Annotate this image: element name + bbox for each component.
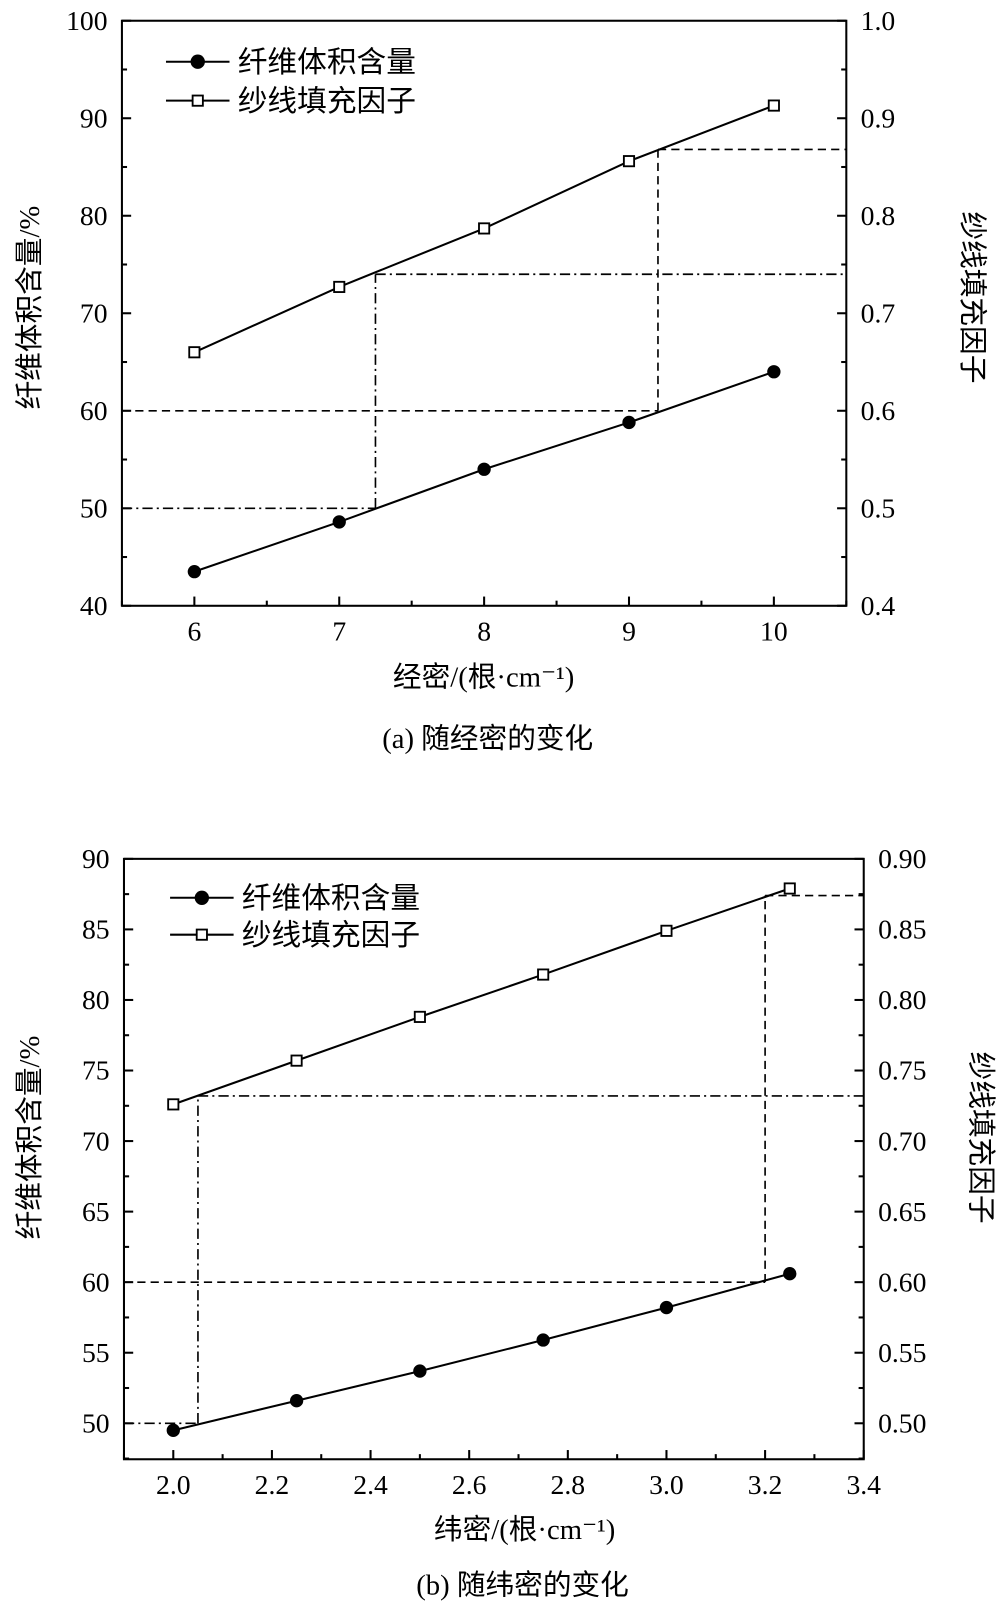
- data-point-yarn-fill-factor: [537, 968, 550, 981]
- chart-b-y2label: 纱线填充因子: [964, 1052, 996, 1224]
- y2-tick-label: 0.5: [861, 492, 896, 523]
- y2-tick-label: 0.75: [878, 1055, 926, 1086]
- x-tick-label: 2.6: [452, 1469, 487, 1500]
- x-tick-label: 2.0: [156, 1469, 191, 1500]
- data-point-yarn-fill-factor: [660, 924, 673, 937]
- y-tick-label: 80: [82, 984, 110, 1015]
- legend-marker-open-square: [191, 94, 204, 107]
- data-point-fiber-volume: [413, 1364, 427, 1378]
- data-point-yarn-fill-factor: [783, 882, 796, 895]
- chart-a-caption: (a) 随经密的变化: [382, 723, 593, 755]
- chart-b: 纬密/(根·cm⁻¹) (b) 随纬密的变化 纤维体积含量/% 纱线填充因子 纤…: [14, 843, 996, 1601]
- y-tick-label: 55: [82, 1337, 110, 1368]
- y-tick-label: 60: [80, 395, 108, 426]
- data-point-fiber-volume: [622, 415, 636, 430]
- data-point-fiber-volume: [536, 1333, 550, 1347]
- chart-b-xlabel: 纬密/(根·cm⁻¹): [434, 1514, 615, 1546]
- y2-tick-label: 0.9: [861, 102, 896, 133]
- y-tick-label: 100: [66, 5, 107, 36]
- y-tick-label: 85: [82, 914, 110, 945]
- data-point-yarn-fill-factor: [767, 99, 780, 112]
- y-tick-label: 40: [80, 590, 108, 621]
- x-tick-label: 3.2: [748, 1469, 783, 1500]
- y-tick-label: 50: [80, 492, 108, 523]
- chart-b-legend-yarn: 纱线填充因子: [242, 919, 420, 952]
- y2-tick-label: 0.50: [878, 1408, 926, 1439]
- y-tick-label: 70: [82, 1125, 110, 1156]
- legend-marker-open-square: [195, 928, 208, 941]
- y2-tick-label: 0.80: [878, 984, 926, 1015]
- chart-a-xlabel: 经密/(根·cm⁻¹): [393, 662, 574, 694]
- y2-tick-label: 0.4: [861, 590, 896, 621]
- data-point-fiber-volume: [166, 1423, 180, 1437]
- legend-marker-filled-circle: [190, 54, 205, 69]
- chart-a-legend-fiber: 纤维体积含量: [238, 46, 416, 79]
- y2-tick-label: 0.6: [861, 395, 896, 426]
- chart-a-ylabel: 纤维体积含量/%: [14, 206, 46, 410]
- x-tick-label: 2.8: [551, 1469, 586, 1500]
- x-tick-label: 2.2: [255, 1469, 290, 1500]
- data-point-yarn-fill-factor: [290, 1054, 303, 1067]
- series-line-fiber-volume: [173, 1272, 791, 1432]
- data-point-yarn-fill-factor: [167, 1098, 180, 1111]
- data-point-yarn-fill-factor: [333, 280, 346, 293]
- x-tick-label: 8: [477, 616, 491, 647]
- x-tick-label: 10: [760, 616, 788, 647]
- chart-b-ylabel: 纤维体积含量/%: [14, 1036, 46, 1240]
- chart-b-legend-fiber: 纤维体积含量: [242, 882, 420, 915]
- chart-a: 经密/(根·cm⁻¹) (a) 随经密的变化 纤维体积含量/% 纱线填充因子 纤…: [14, 5, 988, 755]
- chart-a-legend-yarn: 纱线填充因子: [238, 85, 416, 118]
- data-point-fiber-volume: [477, 462, 491, 476]
- data-point-fiber-volume: [289, 1394, 304, 1408]
- y-tick-label: 75: [82, 1055, 110, 1086]
- y-tick-label: 90: [80, 102, 108, 133]
- y-tick-label: 80: [80, 200, 108, 231]
- y2-tick-label: 0.85: [878, 914, 926, 945]
- chart-b-caption: (b) 随纬密的变化: [416, 1570, 629, 1602]
- legend-marker-filled-circle: [194, 890, 210, 905]
- plot-frame: [120, 19, 848, 607]
- y2-tick-label: 0.70: [878, 1125, 926, 1156]
- data-point-yarn-fill-factor: [622, 155, 636, 168]
- y2-tick-label: 0.60: [878, 1266, 926, 1297]
- data-point-yarn-fill-factor: [188, 346, 201, 359]
- x-tick-label: 7: [332, 616, 346, 647]
- x-tick-label: 2.4: [353, 1469, 388, 1500]
- y-tick-label: 65: [82, 1196, 110, 1227]
- y2-tick-label: 0.65: [878, 1196, 926, 1227]
- y2-tick-label: 0.8: [861, 200, 896, 231]
- plot-frame: [122, 857, 865, 1461]
- y2-tick-label: 0.55: [878, 1337, 926, 1368]
- chart-a-y2label: 纱线填充因子: [956, 211, 988, 383]
- data-point-yarn-fill-factor: [413, 1010, 426, 1023]
- x-tick-label: 3.0: [649, 1469, 684, 1500]
- series-line-yarn-fill-factor: [172, 887, 791, 1106]
- y2-tick-label: 0.7: [861, 297, 896, 328]
- y-tick-label: 70: [80, 297, 108, 328]
- data-point-fiber-volume: [659, 1300, 674, 1315]
- x-tick-label: 9: [622, 616, 636, 647]
- y2-tick-label: 1.0: [861, 5, 896, 36]
- data-point-fiber-volume: [332, 515, 346, 529]
- data-point-fiber-volume: [187, 564, 202, 579]
- y-tick-label: 50: [82, 1408, 110, 1439]
- x-tick-label: 3.4: [846, 1469, 881, 1500]
- y2-tick-label: 0.90: [878, 843, 926, 874]
- x-tick-label: 6: [187, 616, 201, 647]
- data-point-fiber-volume: [783, 1267, 797, 1281]
- y-tick-label: 60: [82, 1266, 110, 1297]
- y-tick-label: 90: [82, 843, 110, 874]
- data-point-yarn-fill-factor: [478, 222, 491, 235]
- data-point-fiber-volume: [767, 365, 781, 379]
